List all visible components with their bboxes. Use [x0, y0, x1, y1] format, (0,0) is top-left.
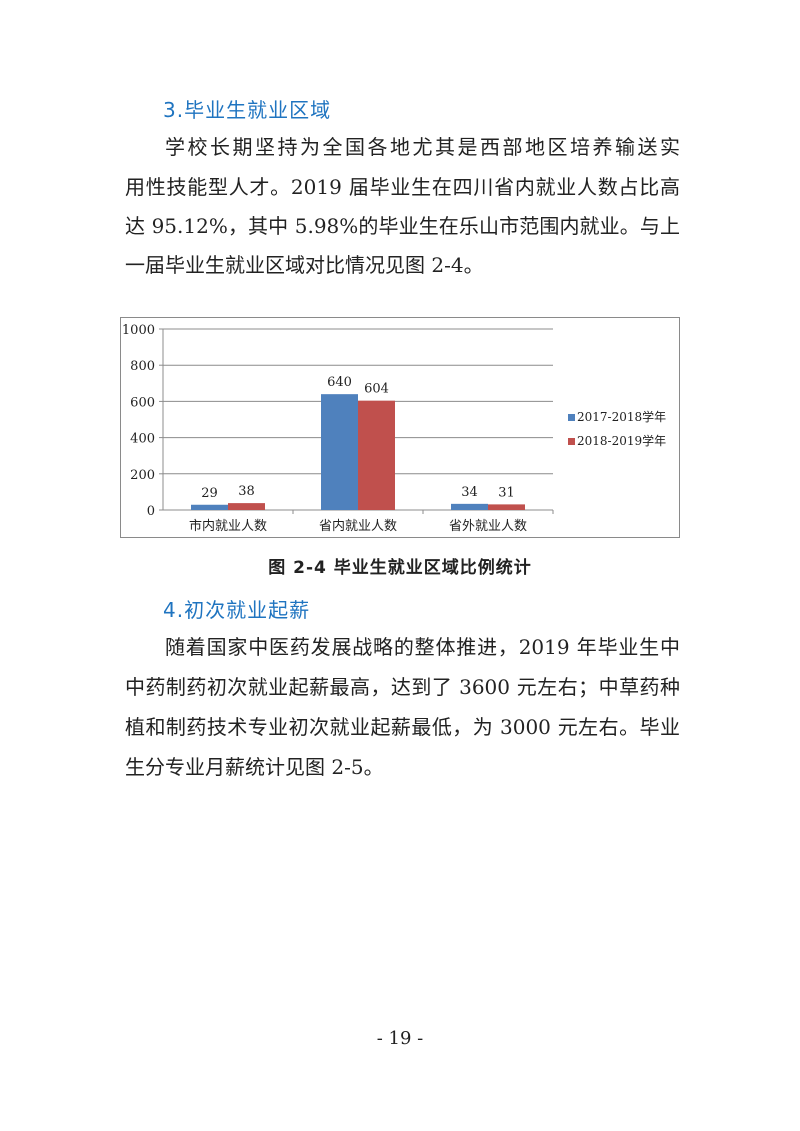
y-tick-label: 200	[130, 468, 155, 483]
y-tick-label: 1000	[122, 323, 155, 338]
bar	[451, 503, 488, 510]
data-label: 34	[461, 485, 478, 500]
paragraph-line: 生分专业月薪统计见图 2-5。	[125, 755, 384, 779]
y-tick-label: 600	[130, 395, 155, 410]
paragraph-line: 随着国家中医药发展战略的整体推进，2019 年毕业生中	[165, 635, 680, 659]
legend-label: 2017-2018学年	[577, 409, 666, 424]
data-label: 604	[364, 382, 389, 397]
data-label: 29	[201, 486, 218, 501]
bar-chart: 0 200 400 600 800 1000 市内就业人数 29 38 省内就业人数 640 604 省…	[120, 317, 680, 538]
paragraph-line: 植和制药技术专业初次就业起薪最低，为 3000 元左右。毕业	[125, 715, 680, 739]
bar	[191, 504, 228, 510]
legend-swatch	[568, 414, 575, 421]
x-tick-label: 省内就业人数	[319, 518, 397, 534]
chart-svg: 0 200 400 600 800 1000 市内就业人数 29 38 省内就业人数 640 604 省…	[122, 323, 666, 534]
data-label: 31	[498, 485, 515, 500]
section-heading: 3.毕业生就业区域	[163, 98, 332, 122]
legend-swatch	[568, 438, 575, 445]
data-label: 38	[238, 484, 255, 499]
paragraph-line: 学校长期坚持为全国各地尤其是西部地区培养输送实	[165, 135, 680, 159]
legend-label: 2018-2019学年	[577, 433, 666, 448]
paragraph-line: 中药制药初次就业起薪最高，达到了 3600 元左右；中草药种	[125, 675, 680, 699]
page-number: - 19 -	[376, 1028, 424, 1049]
y-tick-label: 400	[130, 432, 155, 447]
y-tick-label: 800	[130, 359, 155, 374]
data-label: 640	[327, 375, 352, 390]
paragraph-line: 达 95.12%，其中 5.98%的毕业生在乐山市范围内就业。与上	[125, 214, 680, 238]
bar	[358, 400, 395, 510]
paragraph-line: 一届毕业生就业区域对比情况见图 2-4。	[125, 253, 484, 277]
bar	[321, 394, 358, 510]
bar	[488, 504, 525, 510]
paragraph-line: 用性技能型人才。2019 届毕业生在四川省内就业人数占比高	[125, 175, 680, 199]
x-tick-label: 市内就业人数	[189, 518, 267, 534]
bar	[228, 503, 265, 510]
figure-caption: 图 2-4 毕业生就业区域比例统计	[268, 558, 532, 578]
y-tick-label: 0	[147, 504, 155, 519]
section-heading: 4.初次就业起薪	[163, 598, 311, 622]
x-tick-label: 省外就业人数	[449, 519, 527, 534]
